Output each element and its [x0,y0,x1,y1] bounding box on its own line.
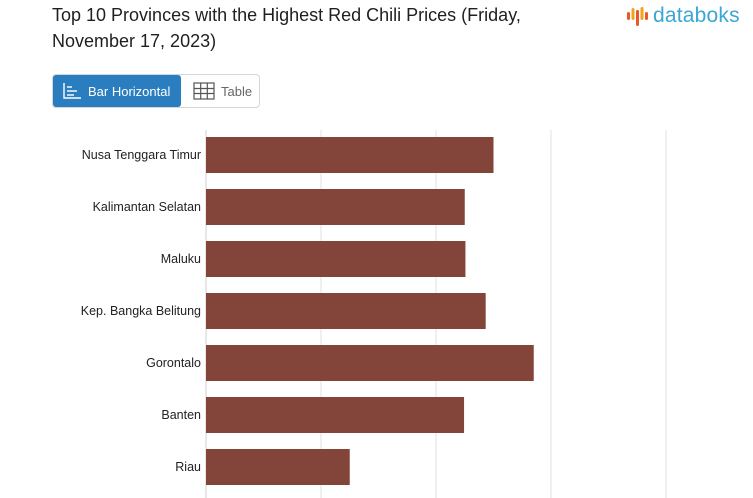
bar-kep-bangka-belitung[interactable] [206,293,486,329]
table-grid-icon [193,82,215,100]
category-label: Maluku [161,252,201,266]
bar-kalimantan-selatan[interactable] [206,189,465,225]
bar-chart-icon [63,83,81,99]
bar-nusa-tenggara-timur[interactable] [206,137,494,173]
table-label: Table [221,83,253,99]
logo-mark-icon [627,7,648,26]
bar-horizontal-label: Bar Horizontal [88,83,171,99]
table-button[interactable]: Table [181,75,259,107]
view-toggle: Bar Horizontal Table [52,74,260,108]
bar-chart: Nusa Tenggara Timur Kalimantan Selatan Mal… [81,130,667,498]
databoks-logo[interactable]: databoks [626,4,740,28]
category-label: Gorontalo [146,356,201,370]
category-label: Kalimantan Selatan [93,200,201,214]
bar-riau[interactable] [206,449,350,485]
category-label: Nusa Tenggara Timur [82,148,201,162]
category-label: Banten [161,408,201,422]
bar-gorontalo[interactable] [206,345,534,381]
bar-horizontal-button[interactable]: Bar Horizontal [53,75,181,107]
category-label: Kep. Bangka Belitung [81,304,201,318]
bar-maluku[interactable] [206,241,466,277]
bar-banten[interactable] [206,397,465,433]
chart-title: Top 10 Provinces with the Highest Red Ch… [52,5,521,51]
category-label: Riau [175,460,201,474]
logo-text: databoks [653,4,740,27]
